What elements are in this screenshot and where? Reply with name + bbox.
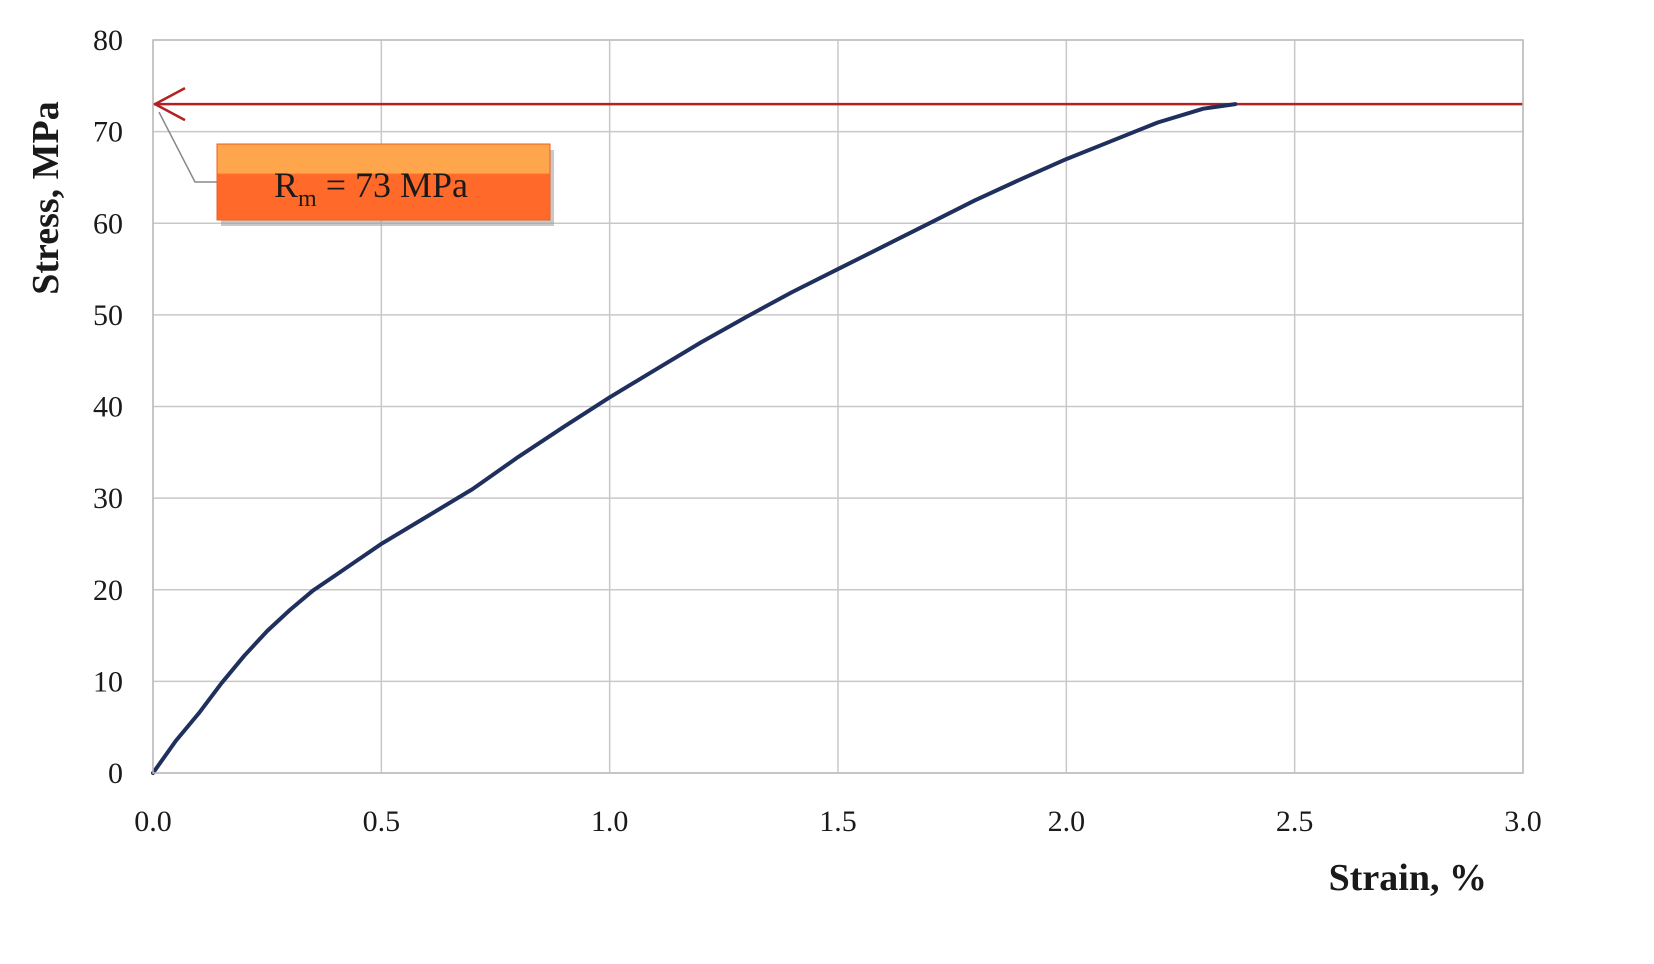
y-tick-label: 60 xyxy=(93,207,123,240)
y-tick-label: 70 xyxy=(93,116,123,149)
plot-area-border xyxy=(152,39,1524,774)
x-tick-label: 0.5 xyxy=(363,805,401,838)
y-tick-label: 10 xyxy=(93,665,123,698)
annotation-leader xyxy=(158,111,217,183)
y-tick-label: 30 xyxy=(93,482,123,515)
reference-line-group xyxy=(152,87,1523,122)
reference-arrowhead xyxy=(152,87,186,122)
series-group xyxy=(151,102,1238,775)
x-tick-label: 1.5 xyxy=(819,805,857,838)
grid xyxy=(152,39,1524,774)
x-axis-title: Strain, % xyxy=(1329,857,1487,899)
y-tick-label: 0 xyxy=(108,757,123,790)
y-tick-label: 40 xyxy=(93,391,123,424)
x-tick-label: 2.5 xyxy=(1276,805,1314,838)
annotation-text: Rm = 73 MPa xyxy=(274,165,468,212)
annotation-box xyxy=(216,143,551,221)
x-tick-label: 3.0 xyxy=(1504,805,1542,838)
x-tick-label: 0.0 xyxy=(134,805,172,838)
y-tick-label: 20 xyxy=(93,574,123,607)
axes: 0.0 0.5 1.0 1.5 2.0 2.5 3.0 0 10 20 30 40 50 60 70 80 St… xyxy=(25,24,1542,899)
y-tick-label: 80 xyxy=(93,24,123,57)
annotation-group: Rm = 73 MPa xyxy=(158,111,554,226)
x-tick-label: 1.0 xyxy=(591,805,629,838)
y-axis-title: Stress, MPa xyxy=(25,101,67,295)
x-tick-label: 2.0 xyxy=(1048,805,1086,838)
stress-strain-curve xyxy=(151,102,1238,775)
y-tick-label: 50 xyxy=(93,299,123,332)
